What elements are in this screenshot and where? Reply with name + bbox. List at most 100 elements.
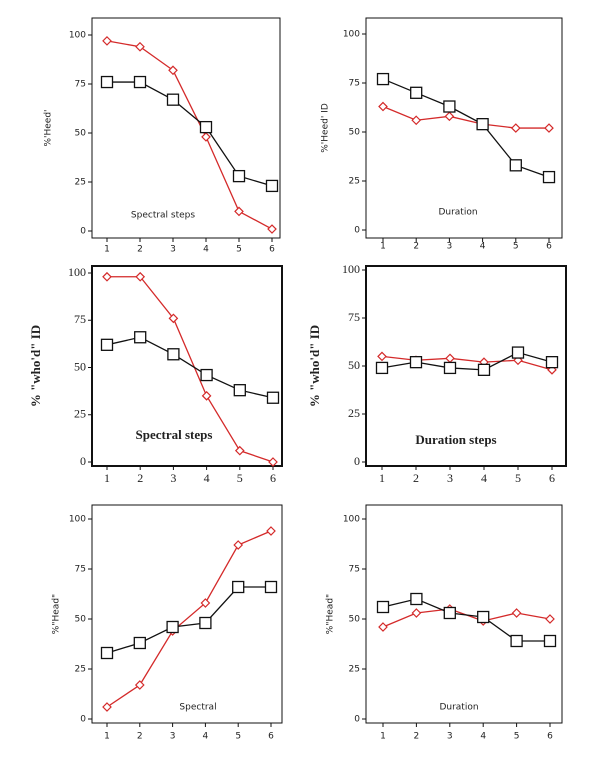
y-axis-label: %'Heed' ID: [321, 103, 331, 153]
square-marker: [376, 72, 390, 86]
y-axis-label: %"Head": [52, 594, 62, 634]
annotation: Duration steps: [415, 432, 496, 447]
square-marker: [264, 580, 278, 594]
diamond-marker: [411, 115, 422, 126]
diamond-marker: [102, 702, 112, 712]
panel: 0 25 50 75 100 1 2 3 4 5 6 %'Heed' ID Duration: [321, 17, 563, 252]
square-marker: [166, 620, 179, 634]
annotation: Duration: [439, 703, 478, 713]
plot-frame: [91, 504, 283, 724]
x-tick-label: 6: [549, 471, 555, 485]
diamond-marker: [201, 132, 211, 142]
square-marker: [477, 363, 491, 376]
series-line: [106, 586, 271, 654]
diamond-marker: [102, 36, 112, 46]
diamond-marker: [510, 123, 521, 133]
diamond-marker: [135, 41, 145, 52]
x-tick-label: 5: [513, 242, 519, 252]
square-marker: [134, 331, 147, 344]
x-tick-label: 5: [237, 471, 243, 485]
y-tick-label: 50: [75, 615, 87, 625]
square-marker: [510, 634, 523, 648]
square-marker: [232, 169, 246, 183]
diamond-marker: [234, 445, 245, 456]
x-tick-label: 5: [236, 245, 242, 255]
y-tick-label: 50: [75, 129, 87, 139]
diamond-marker: [168, 313, 179, 324]
y-tick-label: 50: [348, 358, 360, 372]
plot-frame: [365, 17, 563, 239]
annotation: Spectral steps: [131, 211, 195, 221]
square-marker: [199, 616, 212, 630]
diamond-marker: [102, 271, 112, 282]
x-tick-label: 2: [413, 471, 419, 485]
x-tick-label: 4: [480, 242, 486, 252]
square-marker: [410, 592, 423, 606]
y-axis-label: %"Head": [326, 594, 336, 634]
x-tick-label: 2: [137, 245, 143, 255]
series-line: [106, 40, 273, 230]
y-tick-label: 25: [349, 665, 360, 675]
diamond-marker: [135, 271, 146, 282]
square-marker: [511, 346, 525, 359]
diamond-marker: [268, 457, 278, 467]
y-tick-label: 50: [349, 615, 361, 625]
square-marker: [545, 356, 559, 369]
diamond-marker: [168, 65, 178, 76]
x-tick-label: 3: [170, 471, 176, 485]
x-tick-label: 4: [204, 471, 210, 485]
y-tick-label: 0: [80, 454, 86, 468]
x-tick-label: 3: [170, 732, 176, 742]
y-tick-label: 100: [68, 265, 86, 279]
y-tick-label: 0: [354, 454, 360, 468]
square-marker: [200, 368, 213, 382]
series-line: [107, 81, 273, 187]
square-marker: [476, 118, 489, 131]
square-marker: [166, 93, 180, 106]
square-marker: [265, 179, 279, 193]
series-line: [382, 598, 550, 642]
x-tick-label: 6: [270, 471, 276, 485]
diamond-marker: [444, 111, 455, 122]
diamond-marker: [134, 680, 145, 690]
series-line: [382, 105, 549, 129]
x-tick-label: 3: [447, 732, 453, 742]
panel: 0 25 50 75 100 1 2 3 4 5 6 %"Head" Duration: [326, 504, 563, 742]
x-tick-label: 5: [514, 732, 520, 742]
square-marker: [100, 75, 114, 89]
panel: 0 25 50 75 100 1 2 3 4 5 6 % "who'd" ID Duration ste…: [307, 262, 567, 485]
panel: 0 25 50 75 100 1 2 3 4 5 6 %"Head" Spectral: [52, 504, 283, 742]
y-tick-label: 25: [75, 665, 86, 675]
x-tick-label: 2: [137, 732, 143, 742]
annotation: Spectral: [179, 703, 216, 713]
x-tick-label: 5: [235, 732, 241, 742]
square-marker: [443, 100, 456, 113]
y-tick-label: 75: [74, 312, 86, 326]
square-marker: [375, 361, 389, 375]
square-marker: [133, 636, 146, 650]
y-tick-label: 25: [74, 407, 86, 421]
x-tick-label: 1: [380, 732, 386, 742]
square-marker: [477, 610, 490, 624]
x-tick-label: 3: [447, 471, 453, 485]
y-tick-label: 25: [349, 177, 360, 187]
series-line: [107, 276, 274, 463]
x-tick-label: 6: [547, 732, 553, 742]
plot-frame: [91, 17, 281, 239]
series-line: [106, 530, 272, 708]
diamond-marker: [445, 353, 455, 364]
y-tick-label: 75: [349, 79, 360, 89]
x-tick-label: 1: [379, 471, 385, 485]
x-tick-label: 1: [380, 242, 386, 252]
square-marker: [543, 634, 557, 648]
x-tick-label: 3: [447, 242, 453, 252]
annotation: Duration: [438, 208, 477, 218]
annotation: Spectral steps: [136, 427, 213, 442]
y-tick-label: 75: [348, 310, 360, 324]
x-tick-label: 6: [268, 732, 274, 742]
diamond-marker: [267, 224, 277, 234]
diamond-marker: [234, 206, 244, 217]
x-tick-label: 4: [203, 245, 209, 255]
series-line: [106, 336, 274, 399]
plot-frame: [365, 504, 563, 724]
